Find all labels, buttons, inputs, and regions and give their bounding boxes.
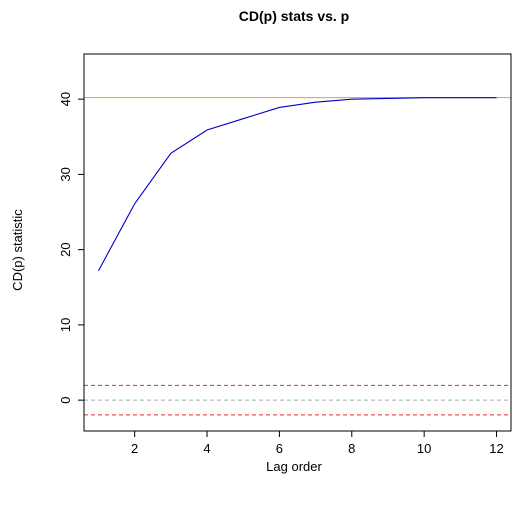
chart-title: CD(p) stats vs. p (239, 8, 349, 24)
x-tick-label: 8 (348, 441, 355, 456)
x-tick-label: 2 (131, 441, 138, 456)
y-tick-label: 40 (58, 92, 73, 106)
plot-area: 2 4 6 8 10 12 0 10 20 30 40 (58, 53, 512, 456)
y-tick-label: 10 (58, 318, 73, 332)
series-line-0 (97, 97, 497, 271)
y-tick-label: 0 (58, 397, 73, 404)
x-tick-label: 6 (276, 441, 283, 456)
plot-frame (83, 53, 512, 432)
y-tick-label: 30 (58, 167, 73, 181)
x-tick-label: 12 (489, 441, 503, 456)
y-axis-label: CD(p) statistic (10, 209, 25, 291)
x-tick-label: 4 (203, 441, 210, 456)
x-tick-label: 10 (417, 441, 431, 456)
y-tick-label: 20 (58, 242, 73, 256)
x-axis-label: Lag order (266, 459, 322, 474)
